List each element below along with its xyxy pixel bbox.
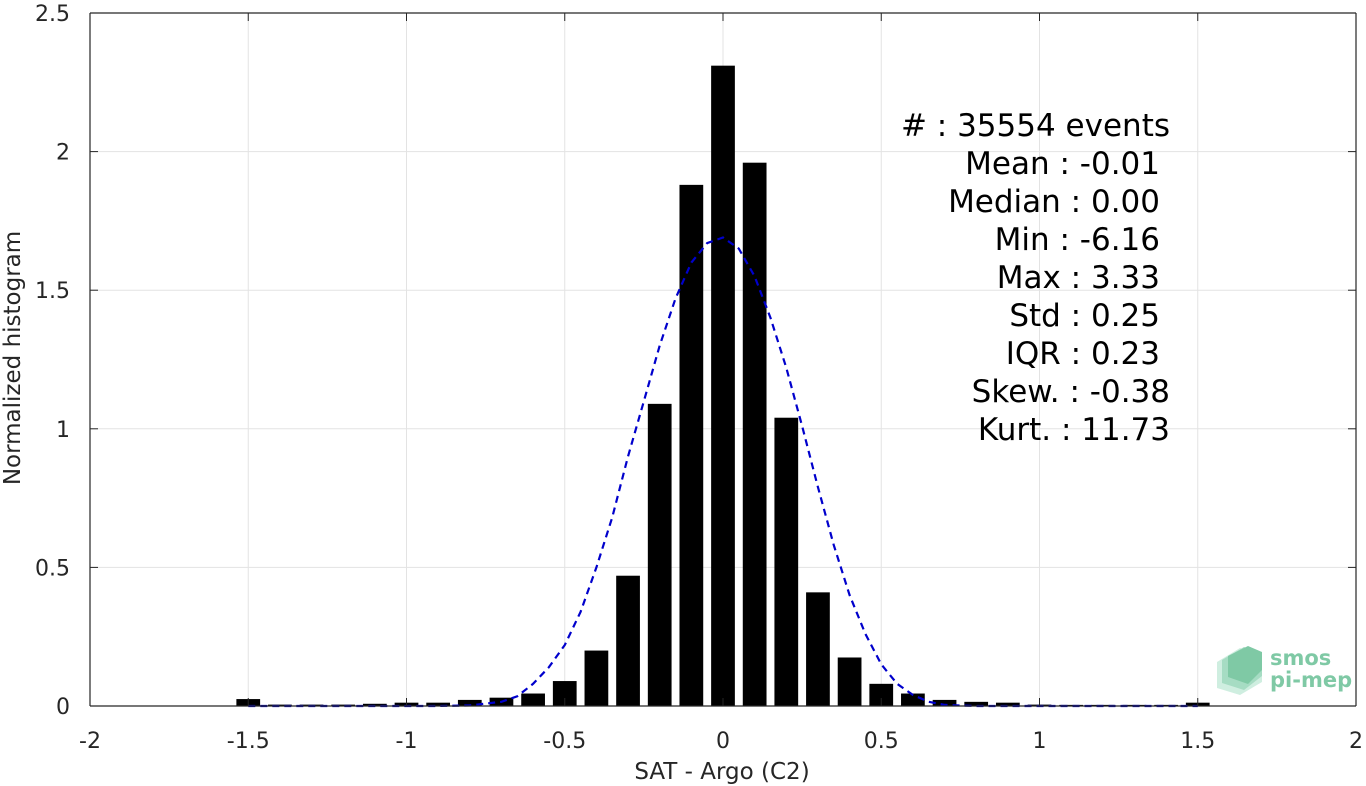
logo-icon (1217, 646, 1262, 695)
x-tick-label: 1.5 (1180, 729, 1215, 754)
histogram-bar (837, 657, 862, 706)
x-axis-ticks: -2 -1.5 -1 -0.5 0 0.5 1 1.5 2 (79, 13, 1363, 754)
histogram-bar (616, 575, 640, 706)
stats-line: Kurt. : 11.73 (978, 412, 1170, 448)
y-tick-label: 2.5 (35, 2, 70, 27)
histogram-bar (995, 702, 1020, 706)
x-tick-label: -1.5 (227, 729, 270, 754)
histogram-bar (679, 184, 704, 706)
y-axis-ticks: 0 0.5 1 1.5 2 2.5 (35, 2, 1356, 720)
x-tick-label: 2 (1349, 729, 1363, 754)
y-axis-label: Normalized histogram (0, 231, 26, 485)
histogram-bar (932, 699, 957, 706)
x-tick-label: -1 (396, 729, 418, 754)
stats-line: Min : -6.16 (995, 222, 1160, 258)
histogram-bar (268, 704, 292, 706)
stats-line: Median : 0.00 (948, 184, 1160, 220)
histogram-bar (457, 699, 482, 706)
stats-line: # : 35554 events (901, 108, 1170, 144)
y-tick-label: 0 (56, 695, 70, 720)
histogram-bar (964, 701, 989, 706)
x-axis-label: SAT - Argo (C2) (634, 759, 809, 785)
histogram-bar (742, 162, 767, 707)
y-tick-label: 1 (56, 418, 70, 443)
stats-line: Mean : -0.01 (965, 146, 1160, 182)
y-tick-label: 1.5 (35, 279, 70, 304)
histogram-bar (647, 403, 672, 706)
stats-line: Max : 3.33 (997, 260, 1160, 296)
x-tick-label: -2 (79, 729, 101, 754)
histogram-bar (806, 592, 830, 706)
x-tick-label: 0 (716, 729, 730, 754)
x-tick-label: 1 (1033, 729, 1047, 754)
histogram-bar (521, 693, 545, 706)
x-tick-label: -0.5 (543, 729, 586, 754)
y-tick-label: 2 (56, 141, 70, 166)
y-tick-label: 0.5 (35, 556, 70, 581)
stats-line: Skew. : -0.38 (972, 374, 1170, 410)
stats-line: IQR : 0.23 (1006, 336, 1160, 372)
histogram-bar (426, 702, 451, 706)
x-tick-label: 0.5 (864, 729, 899, 754)
logo-line1: smos (1270, 646, 1331, 670)
histogram-bar (774, 417, 799, 706)
histogram-bar (552, 681, 577, 706)
histogram-bars (236, 65, 1210, 707)
smos-pimep-logo: smos pi-mep (1217, 646, 1352, 695)
histogram-bar (711, 65, 735, 707)
histogram-bar (869, 683, 894, 706)
histogram-bar (331, 704, 356, 706)
stats-line: Std : 0.25 (1009, 298, 1160, 334)
histogram-bar (362, 703, 387, 706)
logo-line2: pi-mep (1270, 668, 1352, 692)
histogram-bar (584, 650, 609, 706)
